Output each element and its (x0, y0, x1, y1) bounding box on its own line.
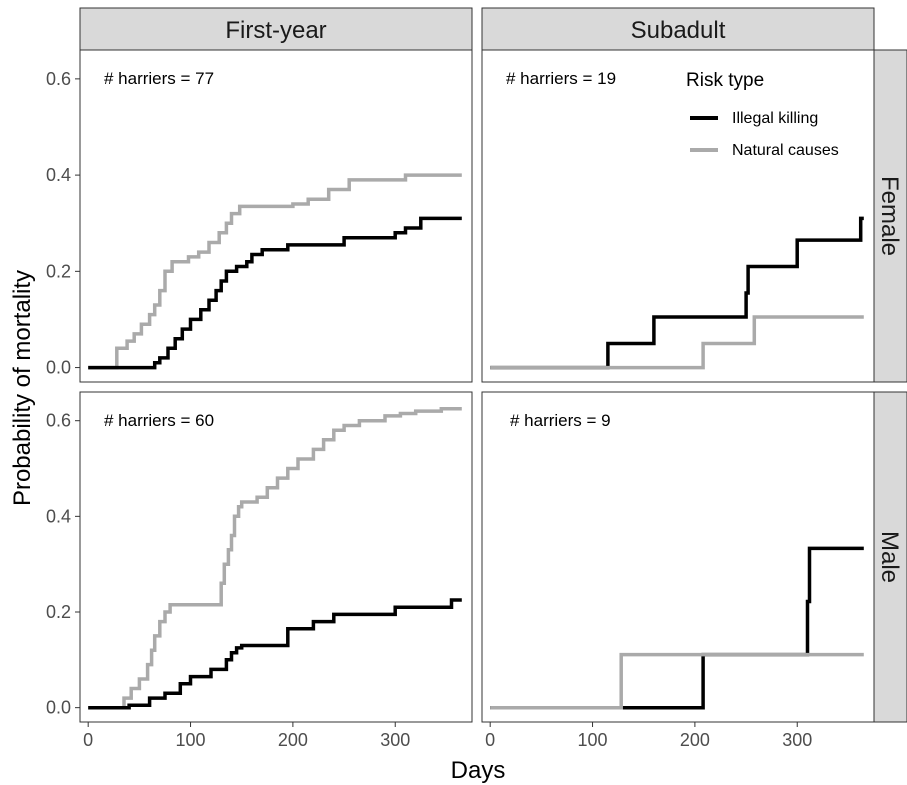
x-tick-label: 200 (278, 730, 308, 750)
x-tick-label: 200 (680, 730, 710, 750)
panel-first-year-female: # harriers = 77 (79, 49, 473, 383)
x-tick-label: 300 (380, 730, 410, 750)
row-strip-female: Female (873, 49, 907, 383)
legend: Risk type Illegal killing Natural causes (686, 70, 839, 159)
series-line-illegal-killing (490, 216, 864, 370)
x-tick-label: 300 (782, 730, 812, 750)
legend-title: Risk type (686, 70, 764, 91)
y-axis-ticks: 0.0 0.2 0.4 0.6 0.0 0.2 0.4 0.6 (46, 69, 80, 718)
series-line-natural-causes (490, 652, 864, 710)
panel-subadult-male: # harriers = 9 (481, 391, 875, 723)
y-tick-label: 0.6 (46, 69, 71, 89)
y-tick-label: 0.0 (46, 698, 71, 718)
y-tick-label: 0.4 (46, 506, 71, 526)
harrier-count-annotation: # harriers = 19 (506, 69, 616, 88)
harrier-count-annotation: # harriers = 60 (104, 411, 214, 430)
x-tick-label: 100 (176, 730, 206, 750)
x-tick-label: 0 (485, 730, 495, 750)
y-tick-label: 0.2 (46, 602, 71, 622)
y-tick-label: 0.4 (46, 165, 71, 185)
panel-subadult-female: # harriers = 19 (481, 49, 875, 383)
x-axis-ticks: 0 100 200 300 0 100 200 300 (83, 722, 812, 750)
legend-label-natural-causes: Natural causes (732, 142, 839, 159)
panel-first-year-male: # harriers = 60 (79, 391, 473, 723)
x-axis-title: Days (451, 757, 506, 784)
series-line-illegal-killing (88, 598, 462, 710)
x-tick-label: 100 (578, 730, 608, 750)
column-strip-first-year: First-year (79, 7, 473, 51)
series-line-natural-causes (88, 173, 462, 370)
harrier-count-annotation: # harriers = 77 (104, 69, 214, 88)
y-axis-title: Probability of mortality (9, 270, 36, 506)
legend-label-illegal-killing: Illegal killing (732, 110, 818, 127)
series-line-natural-causes (88, 406, 462, 710)
harrier-count-annotation: # harriers = 9 (510, 411, 611, 430)
y-tick-label: 0.0 (46, 358, 71, 378)
column-strip-label: First-year (225, 17, 326, 44)
column-strip-subadult: Subadult (481, 7, 875, 51)
row-strip-male: Male (873, 391, 907, 723)
column-strip-label: Subadult (631, 17, 726, 44)
series-line-illegal-killing (88, 216, 462, 370)
row-strip-label: Male (876, 531, 903, 583)
y-tick-label: 0.6 (46, 411, 71, 431)
row-strip-label: Female (876, 176, 903, 256)
series-line-natural-causes (490, 315, 864, 370)
y-tick-label: 0.2 (46, 261, 71, 281)
x-tick-label: 0 (83, 730, 93, 750)
